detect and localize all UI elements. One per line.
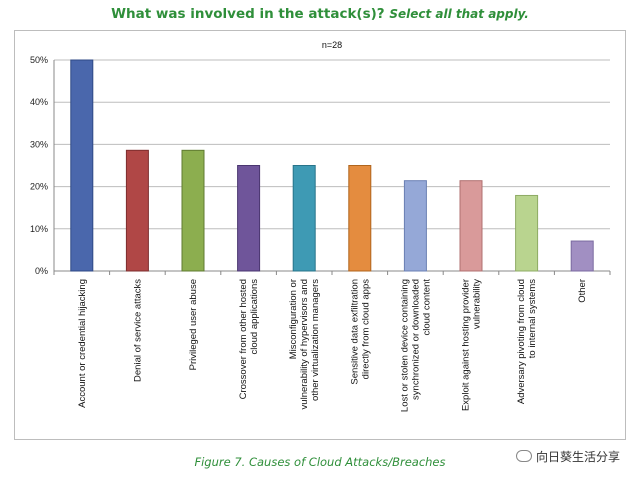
bar <box>237 165 261 272</box>
bar <box>403 180 427 272</box>
sample-size-note: n=28 <box>322 40 342 50</box>
bar <box>459 180 483 272</box>
watermark: 向日葵生活分享 <box>516 448 620 465</box>
y-tick-label: 0% <box>35 266 48 276</box>
y-tick-label: 30% <box>30 139 48 149</box>
chat-bubble-icon <box>516 450 532 462</box>
x-category-label: Crossover from other hostedcloud applica… <box>238 279 260 400</box>
x-category-label: Lost or stolen device containingsynchron… <box>399 279 432 412</box>
x-category-label: Other <box>577 279 588 303</box>
y-tick-label: 10% <box>30 224 48 234</box>
x-category-label: Adversary pivoting from cloudto internal… <box>516 279 538 404</box>
x-category-label: Privileged user abuse <box>188 279 199 370</box>
figure-caption: Figure 7. Causes of Cloud Attacks/Breach… <box>194 455 446 469</box>
y-tick-label: 20% <box>30 182 48 192</box>
bar <box>515 194 539 272</box>
bar <box>70 59 94 272</box>
bar <box>348 165 372 272</box>
x-category-label: Sensitive data exfiltrationdirectly from… <box>349 279 371 385</box>
x-category-label: Exploit against hosting providervulnerab… <box>461 279 483 411</box>
bar-chart: n=28 0% 10% 20% 30% 40% 50% Account or credenti… <box>30 40 611 412</box>
question-text: What was involved in the attack(s)? <box>111 6 385 22</box>
bar <box>570 240 594 272</box>
bar <box>125 149 149 272</box>
instruction-text: Select all that apply. <box>389 7 529 21</box>
x-category-label: Misconfiguration orvulnerability of hype… <box>288 279 321 410</box>
watermark-text: 向日葵生活分享 <box>536 450 621 464</box>
x-category-label: Account or credential hijacking <box>77 279 88 408</box>
chart-question-title: What was involved in the attack(s)? Sele… <box>0 6 640 22</box>
y-tick-label: 40% <box>30 97 48 107</box>
y-tick-label: 50% <box>30 55 48 65</box>
x-category-label: Denial of service attacks <box>132 279 143 382</box>
bar <box>292 165 316 272</box>
bar <box>181 149 205 272</box>
